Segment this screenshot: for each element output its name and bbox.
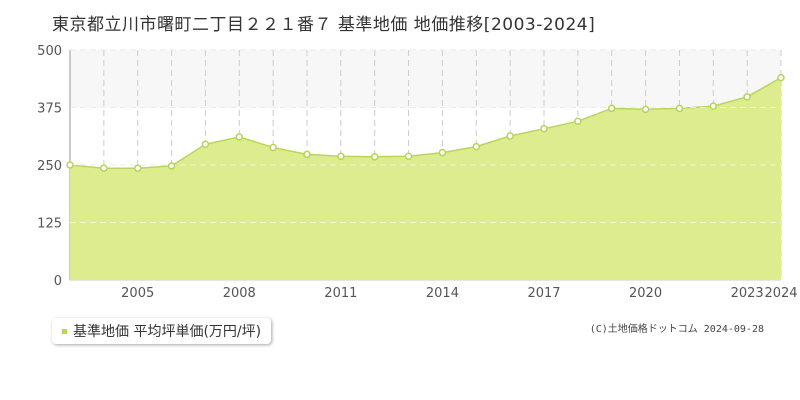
data-point bbox=[201, 140, 210, 149]
data-point bbox=[506, 132, 514, 140]
data-point bbox=[269, 143, 277, 152]
x-tick-label: 2023 bbox=[731, 286, 764, 301]
y-tick-labels: 0 125 250 375 500 bbox=[37, 44, 62, 289]
data-point bbox=[472, 142, 481, 151]
legend-label: 基準地価 平均坪単価(万円/坪) bbox=[73, 324, 262, 340]
data-point bbox=[133, 164, 142, 172]
x-tick-label: 2011 bbox=[324, 286, 357, 301]
series-area bbox=[70, 77, 781, 280]
data-point bbox=[235, 133, 244, 141]
y-tick-label: 125 bbox=[37, 217, 62, 232]
shaded-band bbox=[70, 50, 781, 108]
data-point bbox=[675, 104, 684, 113]
data-point bbox=[100, 164, 108, 172]
data-point bbox=[404, 152, 413, 161]
data-point bbox=[743, 93, 751, 101]
y-tick-label: 250 bbox=[37, 159, 62, 174]
legend-swatch bbox=[62, 328, 67, 334]
data-point bbox=[167, 162, 176, 170]
data-point bbox=[540, 124, 548, 133]
x-tick-label: 2005 bbox=[121, 286, 154, 301]
data-markers bbox=[66, 73, 785, 172]
data-point bbox=[337, 152, 345, 161]
x-tick-label: 2008 bbox=[223, 286, 256, 301]
y-tick-label: 0 bbox=[54, 274, 62, 289]
chart-title: 東京都立川市曙町二丁目２２１番７ 基準地価 地価推移[2003-2024] bbox=[52, 15, 596, 35]
copyright-credit: (C)土地価格ドットコム 2024-09-28 bbox=[589, 324, 764, 335]
data-point bbox=[370, 152, 379, 161]
data-point bbox=[438, 148, 447, 157]
data-point bbox=[777, 73, 785, 82]
x-tick-label: 2014 bbox=[426, 286, 459, 301]
y-tick-label: 500 bbox=[37, 44, 62, 59]
x-tick-label: 2024 bbox=[764, 286, 797, 301]
x-tick-labels: 2005 2008 2011 2014 2017 2020 2023 2024 bbox=[121, 286, 797, 301]
data-point bbox=[66, 161, 74, 169]
data-point bbox=[709, 102, 718, 110]
x-tick-label: 2017 bbox=[527, 286, 560, 301]
x-tick-label: 2020 bbox=[629, 286, 662, 301]
y-tick-label: 375 bbox=[37, 102, 62, 117]
data-point bbox=[607, 104, 616, 113]
legend: 基準地価 平均坪単価(万円/坪) bbox=[52, 318, 272, 344]
data-point bbox=[303, 150, 311, 159]
series-line bbox=[69, 76, 782, 169]
data-point bbox=[574, 117, 582, 126]
data-point bbox=[641, 105, 650, 114]
